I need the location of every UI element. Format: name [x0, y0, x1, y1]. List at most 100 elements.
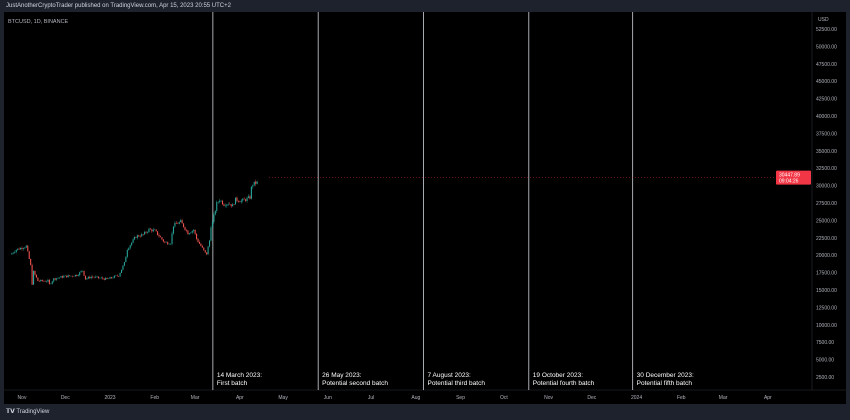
y-tick-label: 25000.00	[816, 218, 837, 224]
candle	[138, 235, 140, 237]
candle	[41, 279, 43, 281]
candle	[136, 235, 138, 238]
y-tick-label: 20000.00	[816, 253, 837, 259]
candle	[210, 227, 212, 241]
candle	[20, 247, 22, 250]
candle	[32, 270, 35, 285]
x-tick-label: Mar	[191, 395, 200, 401]
candle	[221, 200, 224, 205]
candle	[76, 274, 78, 276]
candle	[145, 231, 147, 233]
candle	[54, 278, 56, 280]
candle	[234, 197, 237, 205]
candle	[243, 198, 245, 200]
candle	[79, 272, 81, 276]
candle	[230, 204, 232, 207]
candle	[53, 278, 55, 282]
candle	[249, 196, 251, 199]
x-tick-label: Nov	[544, 395, 553, 401]
x-tick-label: Feb	[677, 395, 686, 401]
y-tick-label: 40000.00	[816, 114, 837, 120]
candle	[216, 202, 218, 211]
candle	[56, 278, 58, 280]
candle	[181, 220, 183, 224]
candle	[27, 245, 29, 252]
candle	[151, 229, 153, 232]
candle	[201, 245, 203, 248]
x-tick-label: Sep	[456, 395, 465, 401]
x-tick-label: Dec	[587, 395, 596, 401]
candle	[208, 240, 211, 247]
x-tick-label: Nov	[18, 395, 27, 401]
candle	[25, 245, 27, 248]
candle	[223, 204, 225, 206]
candle	[196, 233, 198, 239]
candle	[15, 249, 17, 253]
candle	[34, 270, 36, 275]
candle	[105, 277, 107, 280]
x-tick-label: Feb	[150, 395, 159, 401]
candle	[80, 271, 82, 273]
candle	[190, 232, 192, 234]
x-tick-label: Aug	[411, 395, 420, 401]
candle	[175, 222, 177, 224]
y-tick-label: 52500.00	[816, 27, 837, 33]
candle	[226, 204, 228, 206]
annotation-text: Potential fifth batch	[637, 380, 693, 387]
x-tick-label: Jul	[368, 395, 374, 401]
candle	[87, 276, 89, 279]
candle	[237, 200, 239, 202]
candle	[12, 252, 14, 254]
candle	[84, 275, 87, 280]
annotation-date: 7 August 2023:	[427, 372, 471, 379]
y-tick-label: 17500.00	[816, 271, 837, 277]
publish-header: JustAnotherCryptoTrader published on Tra…	[6, 3, 231, 9]
candle	[161, 237, 163, 240]
candle	[159, 236, 162, 238]
candle	[219, 200, 221, 202]
candle	[66, 275, 68, 278]
candle	[245, 199, 247, 201]
candle	[18, 248, 20, 250]
y-tick-label: 30000.00	[816, 184, 837, 190]
candle	[122, 265, 124, 270]
candle	[17, 248, 19, 250]
candle	[119, 272, 121, 277]
candle	[198, 241, 200, 244]
candle	[236, 197, 238, 201]
price-chart[interactable]: BTCUSD, 1D, BINANCE USD 52500.00 50000.00…	[4, 12, 846, 404]
candle	[77, 275, 79, 276]
candle	[11, 253, 13, 255]
candle	[61, 276, 63, 278]
candle	[133, 237, 136, 240]
candle	[135, 237, 137, 238]
candle	[83, 270, 85, 276]
candle	[74, 274, 76, 277]
y-tick-label: 10000.00	[816, 323, 837, 329]
y-tick-label: 7500.00	[816, 340, 834, 346]
tradingview-logo-text: TradingView	[16, 409, 50, 415]
candle	[144, 231, 146, 235]
candle	[89, 276, 91, 279]
candle	[131, 242, 133, 246]
annotation-text: First batch	[217, 380, 248, 387]
chart-panel[interactable]: BTCUSD, 1D, BINANCE USD 52500.00 50000.00…	[4, 12, 846, 404]
candle	[24, 247, 26, 249]
candle	[171, 233, 173, 244]
candle	[246, 197, 248, 201]
symbol-legend: BTCUSD, 1D, BINANCE	[8, 19, 69, 25]
candle	[242, 198, 244, 201]
y-tick-label: 35000.00	[816, 149, 837, 155]
candle	[37, 277, 39, 282]
annotation-text: Potential fourth batch	[533, 380, 595, 387]
candle	[125, 256, 127, 263]
candle	[240, 200, 242, 203]
candle	[206, 252, 208, 255]
candle	[247, 196, 250, 198]
candle	[67, 275, 69, 278]
annotation-date: 14 March 2023:	[217, 372, 262, 379]
candle	[95, 276, 97, 278]
candle	[158, 235, 160, 237]
candle	[204, 250, 206, 253]
y-tick-label: 12500.00	[816, 305, 837, 311]
